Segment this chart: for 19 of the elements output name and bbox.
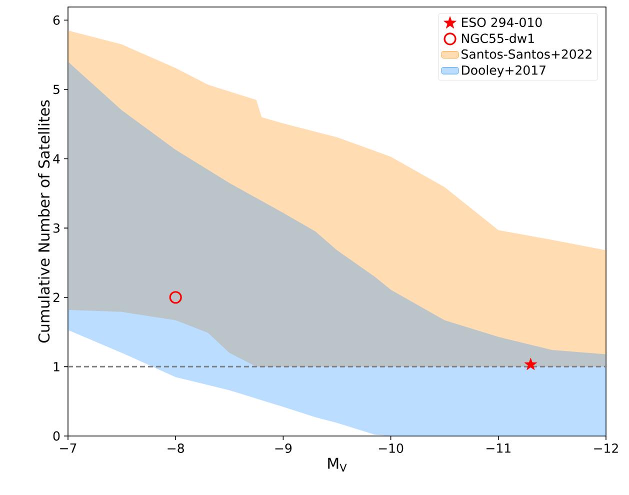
y-tick-label: 1 [54,362,60,372]
x-tick-label: −8 [168,444,184,453]
x-tick-label: −11 [486,444,510,453]
x-tick-label: −9 [275,444,292,453]
y-tick-label: 6 [53,15,60,25]
x-tick-label: −10 [378,444,404,453]
y-tick-label: 4 [53,154,60,164]
y-tick-label: 0 [53,431,60,441]
legend-label: Santos-Santos+2022 [462,49,592,59]
legend-label: NGC55-dw1 [462,33,534,44]
y-tick-label: 3 [53,223,60,233]
y-axis-title: Cumulative Number of Satellites [38,100,50,343]
x-tick-label: −7 [60,444,76,453]
legend-label: Dooley+2017 [462,65,546,78]
y-tick-label: 5 [53,84,60,94]
x-tick-label: −12 [594,444,618,453]
x-axis-title: M$_{V}$ [328,458,347,472]
legend-label: ESO 294-010 [462,18,542,28]
y-tick-label: 2 [53,292,60,302]
